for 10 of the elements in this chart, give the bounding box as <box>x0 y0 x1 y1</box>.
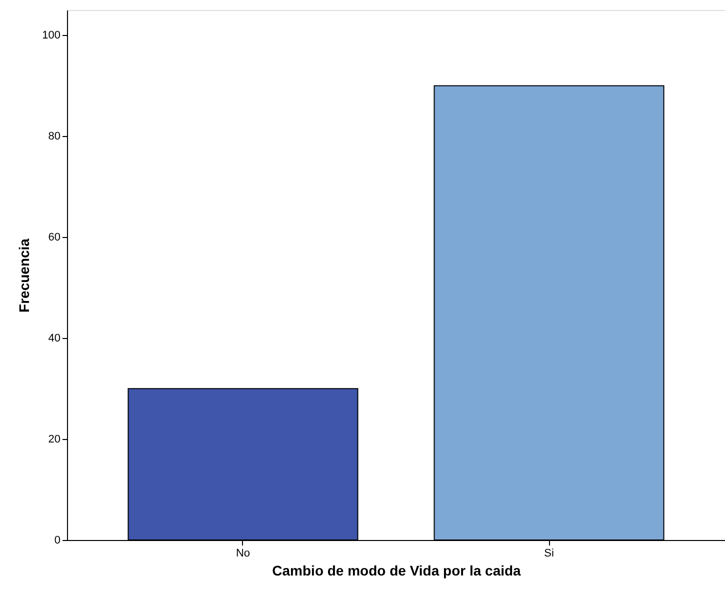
y-tick-label: 40 <box>48 332 60 345</box>
x-tick-label: Si <box>544 548 554 560</box>
x-tick-label: No <box>236 548 250 560</box>
y-tick-label: 0 <box>54 534 60 546</box>
x-axis-title: Cambio de modo de Vida por la caida <box>272 562 522 578</box>
y-tick-label: 100 <box>42 30 60 42</box>
y-tick-label: 60 <box>48 232 60 244</box>
y-tick-label: 20 <box>48 434 60 446</box>
y-tick-label: 80 <box>48 130 60 143</box>
y-axis-title: Frecuencia <box>16 238 32 312</box>
